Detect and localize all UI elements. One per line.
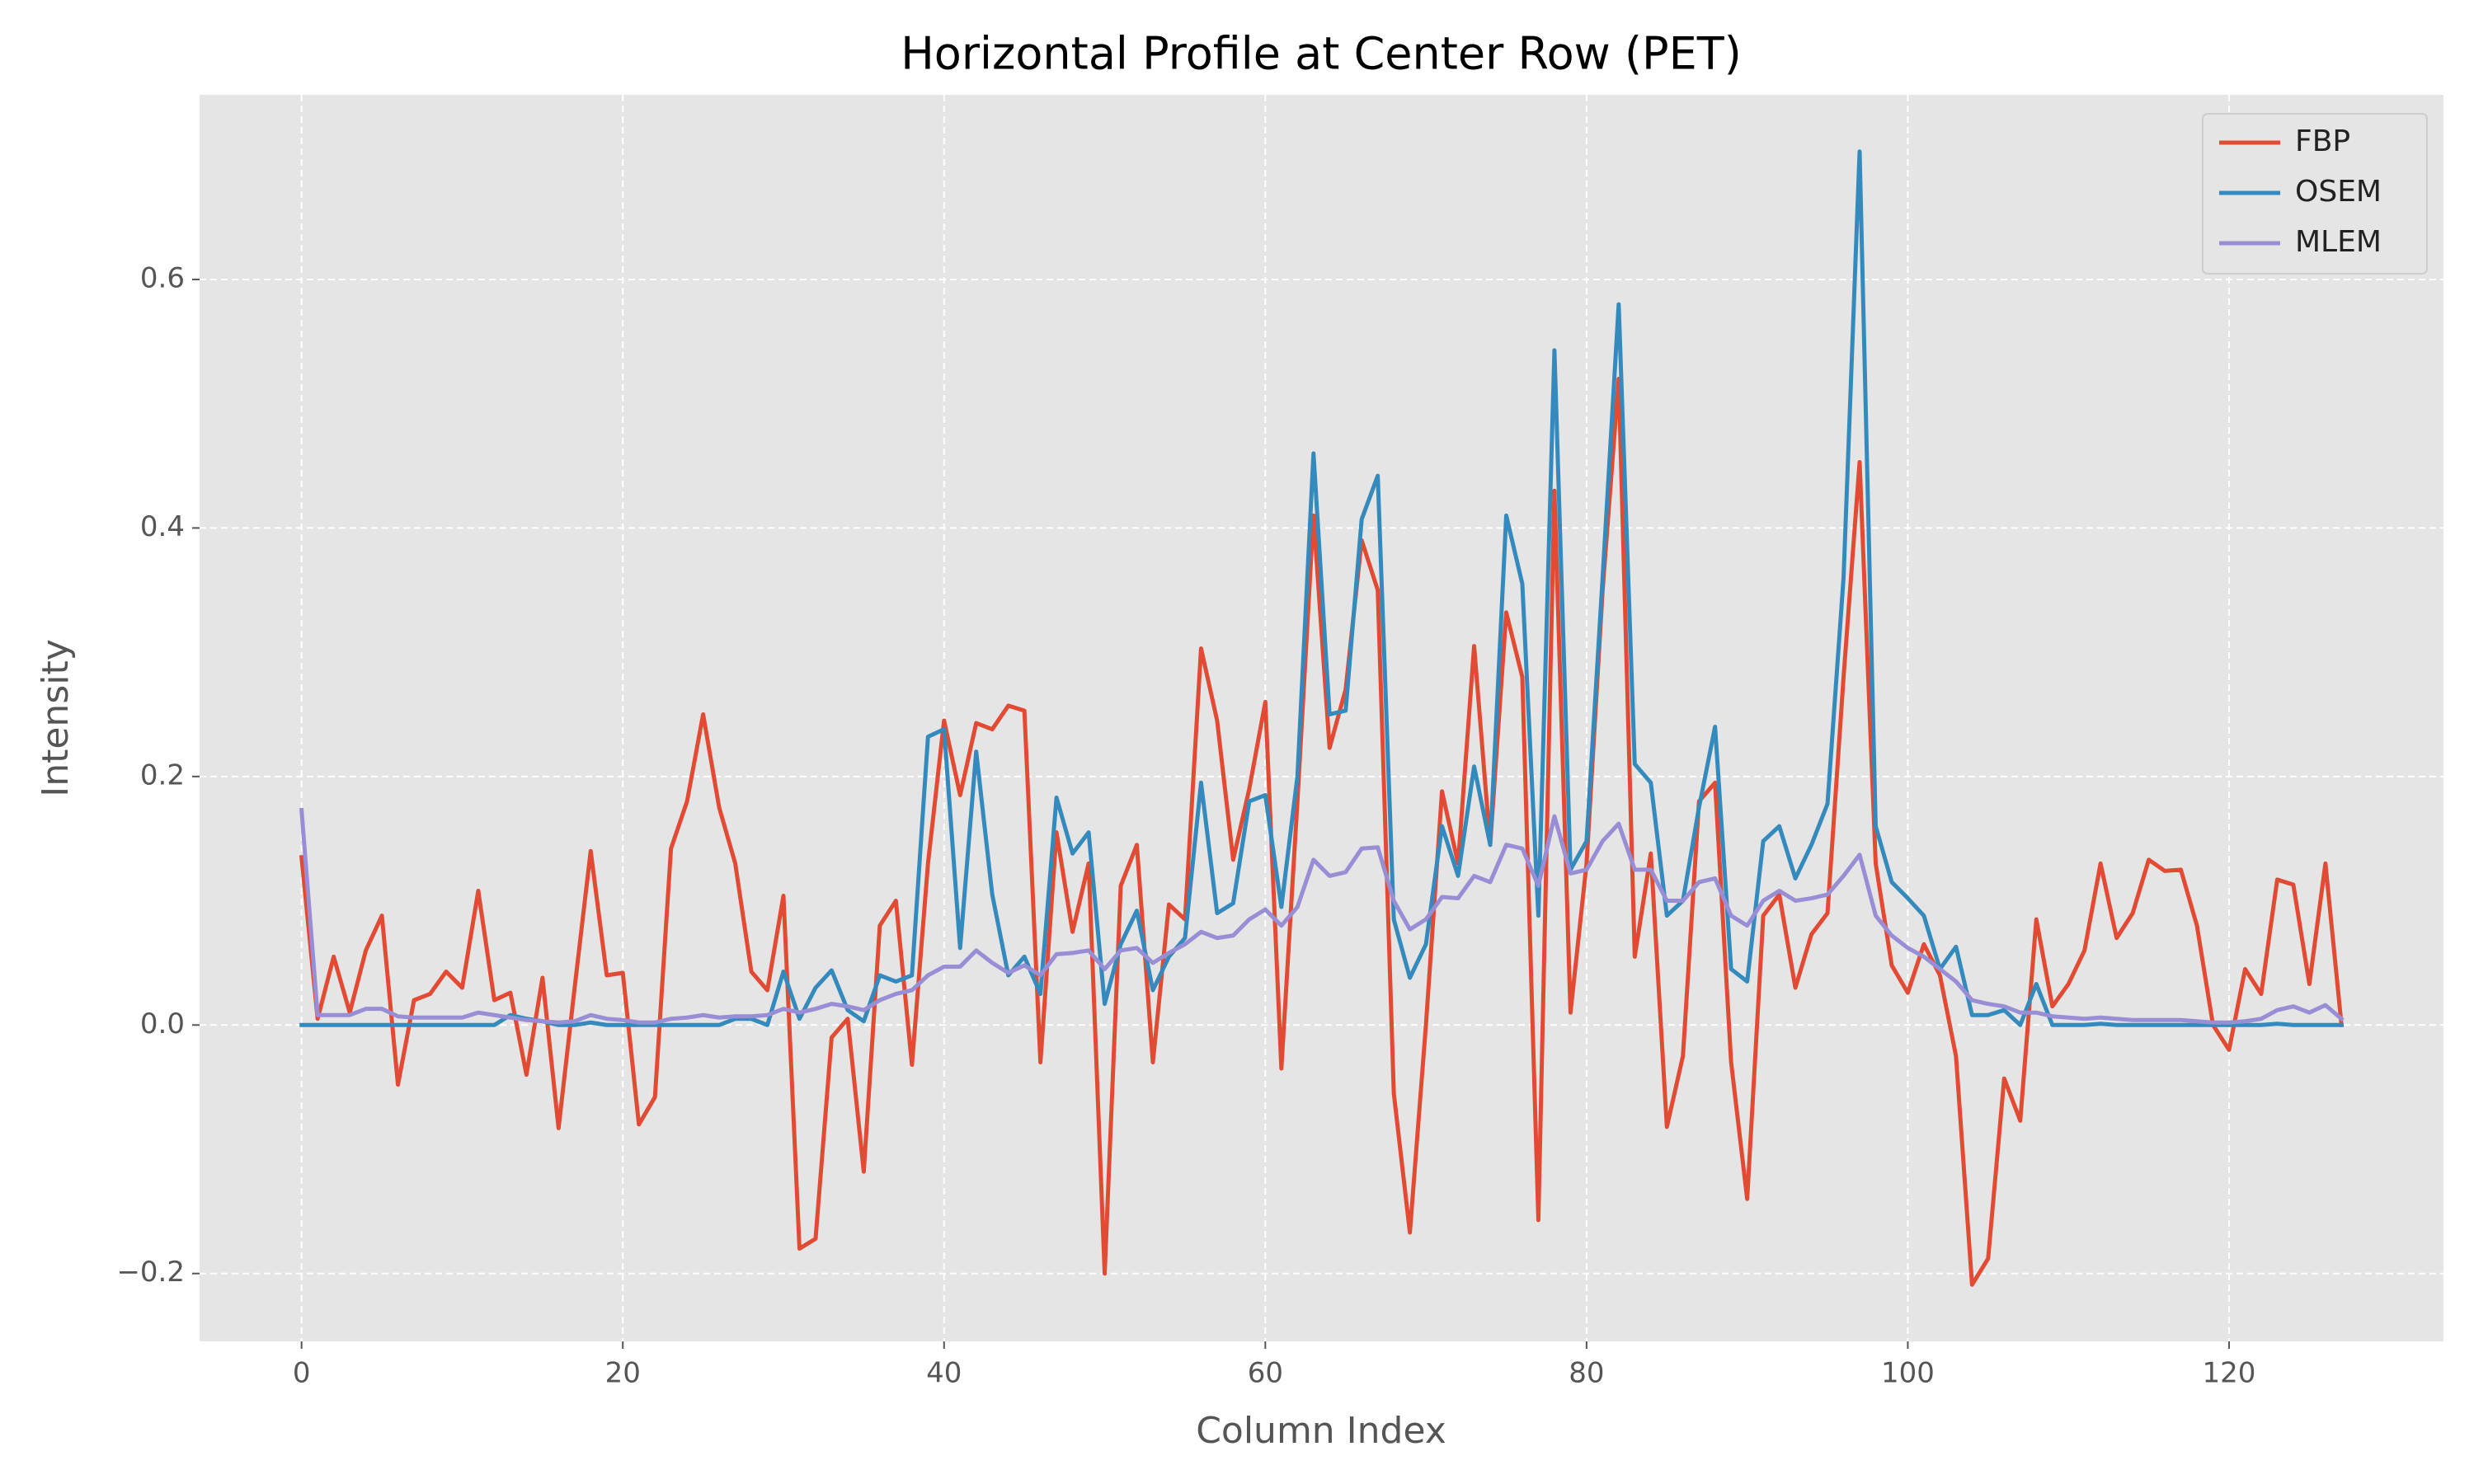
legend: FBP OSEM MLEM [2202, 113, 2428, 275]
legend-box [2202, 113, 2428, 275]
x-tick-label: 80 [1569, 1357, 1604, 1390]
y-tick-label: −0.2 [116, 1256, 185, 1289]
y-tick-label: 0.4 [140, 510, 185, 543]
y-axis-label: Intensity [35, 639, 77, 797]
x-axis-label: Column Index [1196, 1410, 1446, 1452]
x-tick-label: 100 [1881, 1357, 1935, 1390]
legend-label: OSEM [2295, 175, 2382, 209]
y-tick-label: 0.6 [140, 261, 185, 294]
y-tick-label: 0.2 [140, 758, 185, 791]
x-tick-label: 20 [605, 1357, 641, 1390]
series-line [299, 807, 2345, 1025]
legend-label: MLEM [2295, 225, 2382, 259]
x-tick-label: 0 [293, 1357, 311, 1390]
series-line [299, 377, 2345, 1287]
series-line [299, 149, 2344, 1027]
lines [299, 149, 2345, 1287]
y-tick-label: 0.0 [140, 1007, 185, 1040]
x-tick-label: 60 [1248, 1357, 1283, 1390]
plot-area [200, 95, 2443, 1341]
chart-title: Horizontal Profile at Center Row (PET) [901, 28, 1742, 80]
ticks: 0 20 40 60 80 100 120 −0.2 0.0 0.2 0.4 0.6 [116, 261, 2255, 1389]
x-tick-label: 120 [2203, 1357, 2256, 1390]
legend-label: FBP [2295, 124, 2350, 158]
x-tick-label: 40 [926, 1357, 962, 1390]
